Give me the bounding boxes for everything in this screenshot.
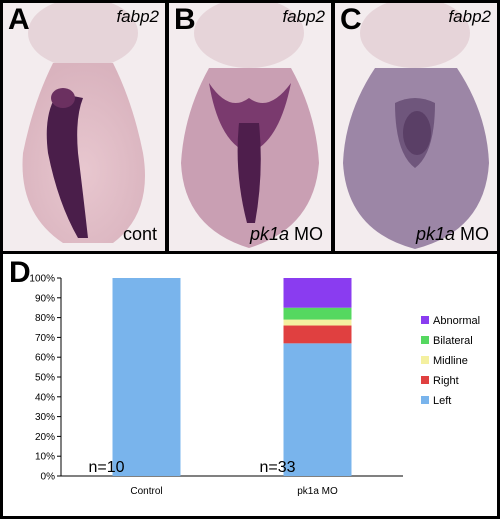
legend-label: Bilateral — [433, 335, 473, 347]
bar-segment-abnormal — [283, 278, 352, 308]
legend-swatch — [421, 336, 429, 344]
legend-swatch — [421, 376, 429, 384]
bar-segment-left — [283, 343, 352, 476]
y-tick-label: 40% — [35, 392, 55, 403]
y-tick-label: 80% — [35, 313, 55, 324]
x-tick-label: Control — [130, 486, 162, 497]
legend-swatch — [421, 356, 429, 364]
legend-label: Right — [433, 375, 459, 387]
y-tick-label: 100% — [29, 274, 55, 285]
bar-segment-right — [283, 325, 352, 344]
embryo-image-a — [22, 3, 145, 243]
y-tick-label: 70% — [35, 333, 55, 344]
panel-label: B — [174, 3, 196, 36]
y-tick-label: 50% — [35, 373, 55, 384]
condition-label: pk1a MO — [249, 224, 323, 244]
stacked-bar-chart: 0% 10% 20% 30% 40% 50% 60% 70% 80% 90% 100% Control… — [29, 274, 480, 498]
n-label: n=10 — [89, 459, 125, 476]
y-tick-label: 60% — [35, 353, 55, 364]
bar-segment-bilateral — [283, 307, 352, 320]
y-tick-label: 20% — [35, 432, 55, 443]
panel-label: A — [8, 3, 30, 36]
gene-label: fabp2 — [448, 7, 491, 26]
legend-label: Midline — [433, 355, 468, 367]
condition-label: pk1a MO — [415, 224, 489, 244]
legend-swatch — [421, 316, 429, 324]
legend-swatch — [421, 396, 429, 404]
panel-d-chart: 0% 10% 20% 30% 40% 50% 60% 70% 80% 90% 100% Control… — [3, 254, 497, 516]
panel-label: C — [340, 3, 362, 36]
y-tick-label: 90% — [35, 293, 55, 304]
n-label: n=33 — [260, 459, 296, 476]
legend-label: Abnormal — [433, 315, 480, 327]
panel-label: D — [9, 256, 31, 289]
panel-c-image: C fabp2 pk1a MO — [335, 3, 497, 251]
gene-label: fabp2 — [282, 7, 325, 26]
gene-label: fabp2 — [116, 7, 159, 26]
y-tick-label: 0% — [41, 472, 56, 483]
x-tick-label: pk1a MO — [297, 486, 338, 497]
bar-segment-midline — [283, 319, 352, 326]
panel-b-image: B fabp2 pk1a MO — [169, 3, 331, 251]
y-tick-label: 30% — [35, 412, 55, 423]
embryo-image-c — [343, 3, 489, 249]
bar-segment-left — [112, 278, 181, 476]
panel-a-image: A fabp2 cont — [3, 3, 165, 251]
y-tick-label: 10% — [35, 452, 55, 463]
condition-label: cont — [122, 224, 157, 244]
legend-label: Left — [433, 395, 451, 407]
embryo-image-b — [181, 3, 319, 248]
